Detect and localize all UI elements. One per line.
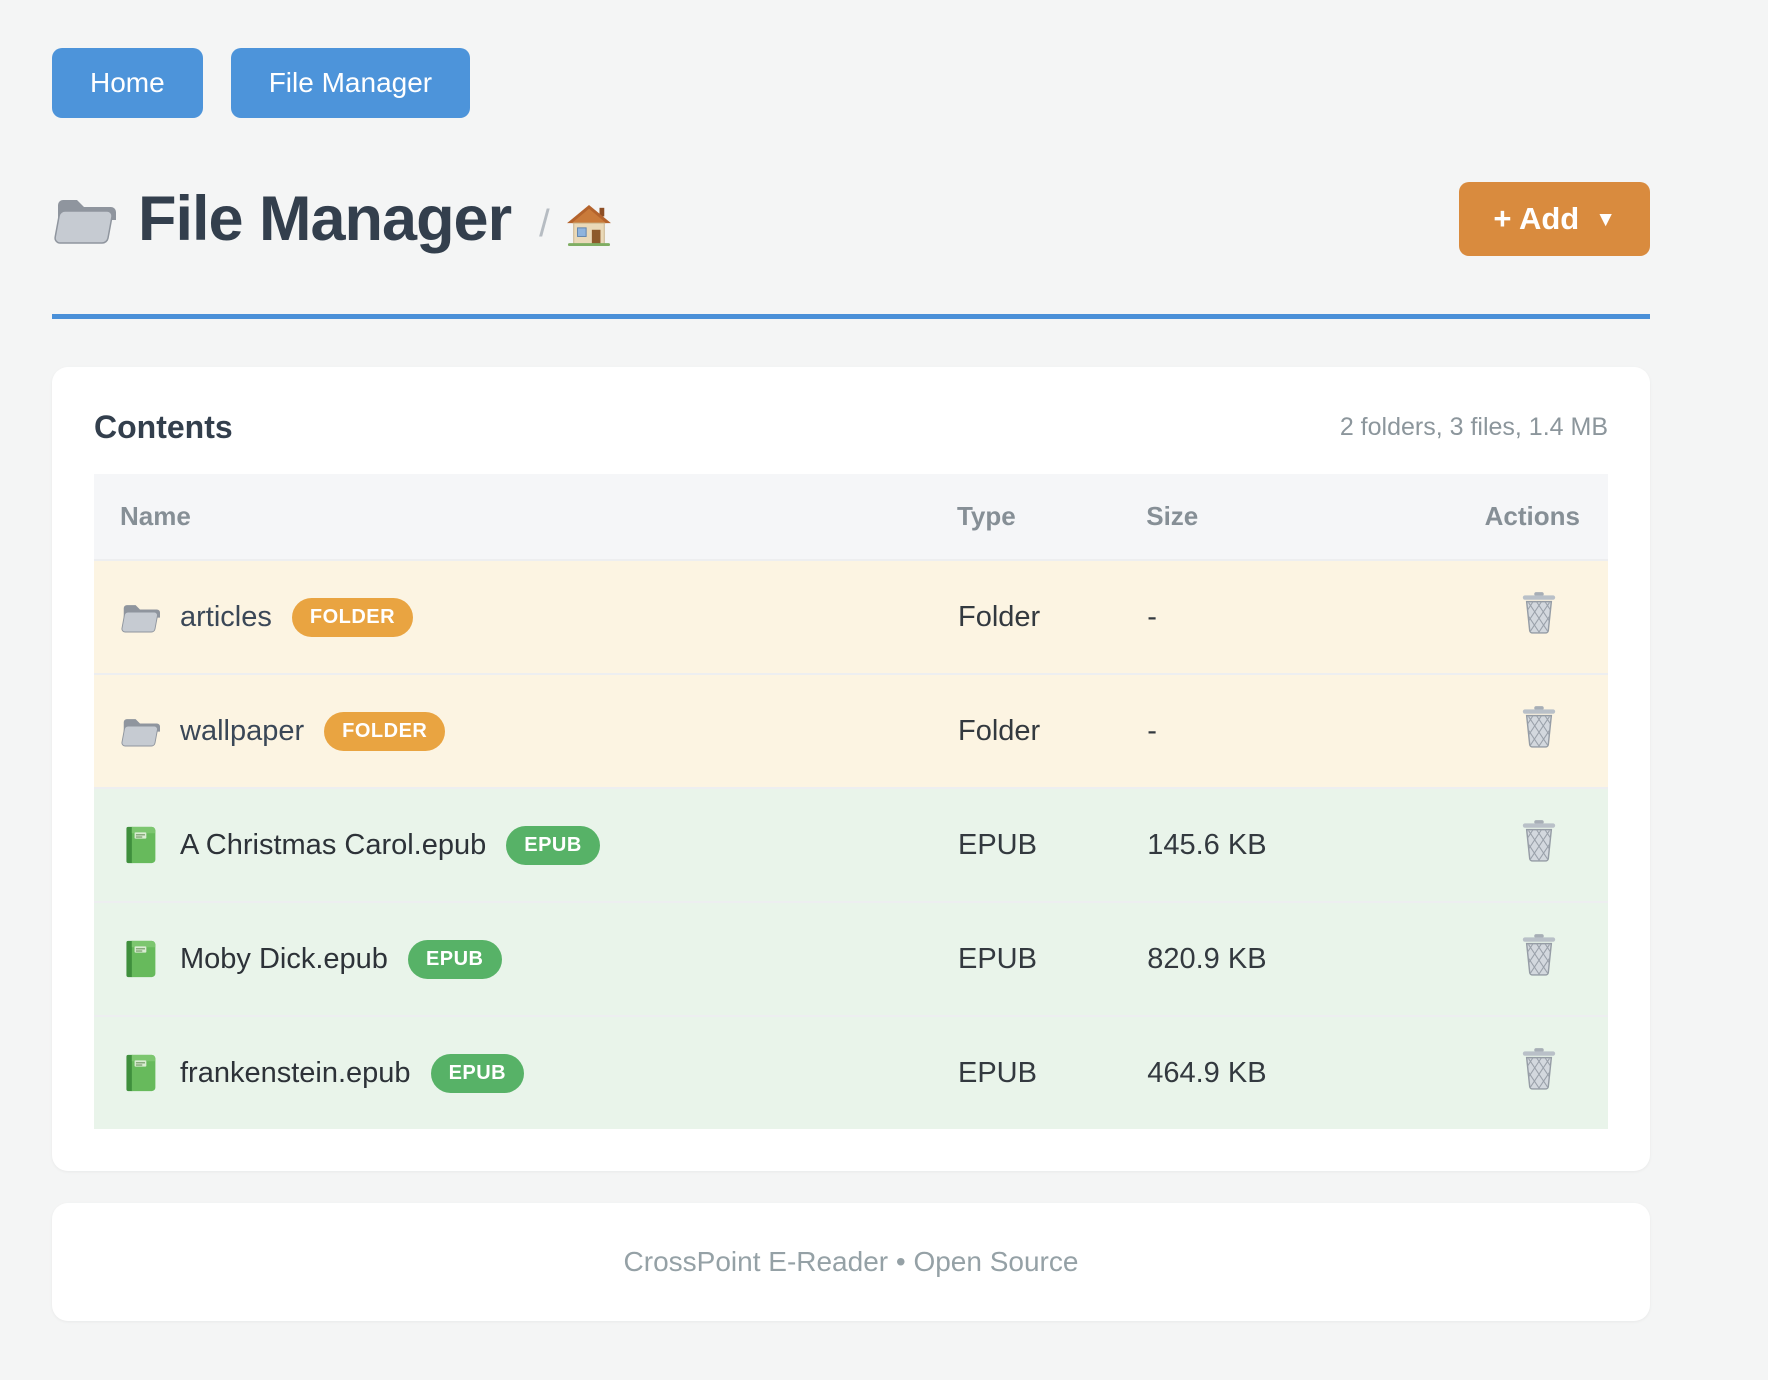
entry-size: -	[1147, 600, 1157, 633]
delete-button[interactable]	[1520, 819, 1558, 863]
table-header-row: Name Type Size Actions	[94, 474, 1608, 560]
entry-size: 464.9 KB	[1147, 1056, 1267, 1089]
home-button[interactable]: Home	[52, 48, 203, 118]
top-nav: Home File Manager	[52, 48, 1650, 118]
contents-card-header: Contents 2 folders, 3 files, 1.4 MB	[94, 409, 1608, 446]
table-row: frankenstein.epub EPUB EPUB 464.9 KB	[94, 1016, 1608, 1129]
entry-type: EPUB	[957, 828, 1037, 861]
column-header-actions: Actions	[1484, 501, 1580, 531]
entry-type-badge: EPUB	[506, 825, 600, 865]
file-manager-button[interactable]: File Manager	[230, 48, 471, 118]
column-header-type: Type	[956, 501, 1016, 531]
delete-button[interactable]	[1520, 1047, 1558, 1091]
entry-type-badge: EPUB	[407, 939, 502, 979]
entry-type: EPUB	[957, 942, 1037, 975]
entry-name: Moby Dick.epub	[180, 942, 388, 975]
entry-name[interactable]: wallpaper	[180, 714, 305, 747]
table-body: articles FOLDER Folder -	[94, 560, 1608, 1129]
caret-down-icon: ▼	[1595, 207, 1616, 231]
add-button-label: + Add	[1493, 201, 1580, 236]
page-title: File Manager	[138, 184, 512, 254]
delete-button[interactable]	[1520, 933, 1558, 977]
wastebasket-icon	[1520, 820, 1558, 866]
wastebasket-icon	[1520, 1048, 1558, 1094]
table-row: wallpaper FOLDER Folder -	[94, 674, 1608, 788]
footer: CrossPoint E-Reader • Open Source	[52, 1203, 1650, 1321]
title-group: File Manager /	[52, 182, 612, 256]
entry-size: 145.6 KB	[1147, 828, 1267, 861]
table-row: A Christmas Carol.epub EPUB EPUB 145.6 K…	[94, 788, 1608, 902]
entry-type-badge: EPUB	[430, 1053, 525, 1093]
folder-icon	[52, 191, 116, 247]
delete-button[interactable]	[1520, 705, 1558, 749]
entry-type: Folder	[957, 714, 1041, 747]
entry-type: Folder	[957, 600, 1041, 633]
folder-icon	[120, 712, 160, 750]
green-book-icon	[120, 1054, 160, 1092]
delete-button[interactable]	[1520, 591, 1558, 635]
column-header-size: Size	[1146, 501, 1199, 531]
column-header-name: Name	[120, 501, 191, 531]
folder-icon	[120, 598, 160, 636]
header-divider	[52, 314, 1650, 319]
table-row: Moby Dick.epub EPUB EPUB 820.9 KB	[94, 902, 1608, 1016]
entry-type-badge: FOLDER	[291, 597, 414, 637]
wastebasket-icon	[1520, 706, 1558, 752]
contents-table: Name Type Size Actions	[94, 474, 1608, 1129]
entry-size: 820.9 KB	[1147, 942, 1267, 975]
house-icon	[566, 204, 612, 249]
page-header: File Manager / + Add ▼	[52, 182, 1650, 256]
footer-text: CrossPoint E-Reader • Open Source	[623, 1246, 1079, 1277]
entry-name: frankenstein.epub	[180, 1056, 411, 1089]
contents-card: Contents 2 folders, 3 files, 1.4 MB Name…	[52, 367, 1650, 1171]
breadcrumb-home[interactable]	[566, 204, 612, 246]
breadcrumb-separator: /	[539, 202, 550, 245]
entry-size: -	[1147, 714, 1157, 747]
entry-type-badge: FOLDER	[324, 711, 446, 751]
table-row: articles FOLDER Folder -	[94, 560, 1608, 674]
green-book-icon	[120, 940, 160, 978]
contents-title: Contents	[94, 409, 233, 445]
wastebasket-icon	[1520, 934, 1558, 980]
contents-summary: 2 folders, 3 files, 1.4 MB	[1339, 413, 1608, 441]
entry-name[interactable]: articles	[180, 600, 272, 633]
green-book-icon	[120, 826, 160, 864]
page: Home File Manager File Manager /	[52, 0, 1650, 1321]
add-button[interactable]: + Add ▼	[1459, 182, 1650, 256]
entry-name: A Christmas Carol.epub	[180, 828, 487, 861]
wastebasket-icon	[1520, 592, 1558, 638]
entry-type: EPUB	[957, 1056, 1037, 1089]
